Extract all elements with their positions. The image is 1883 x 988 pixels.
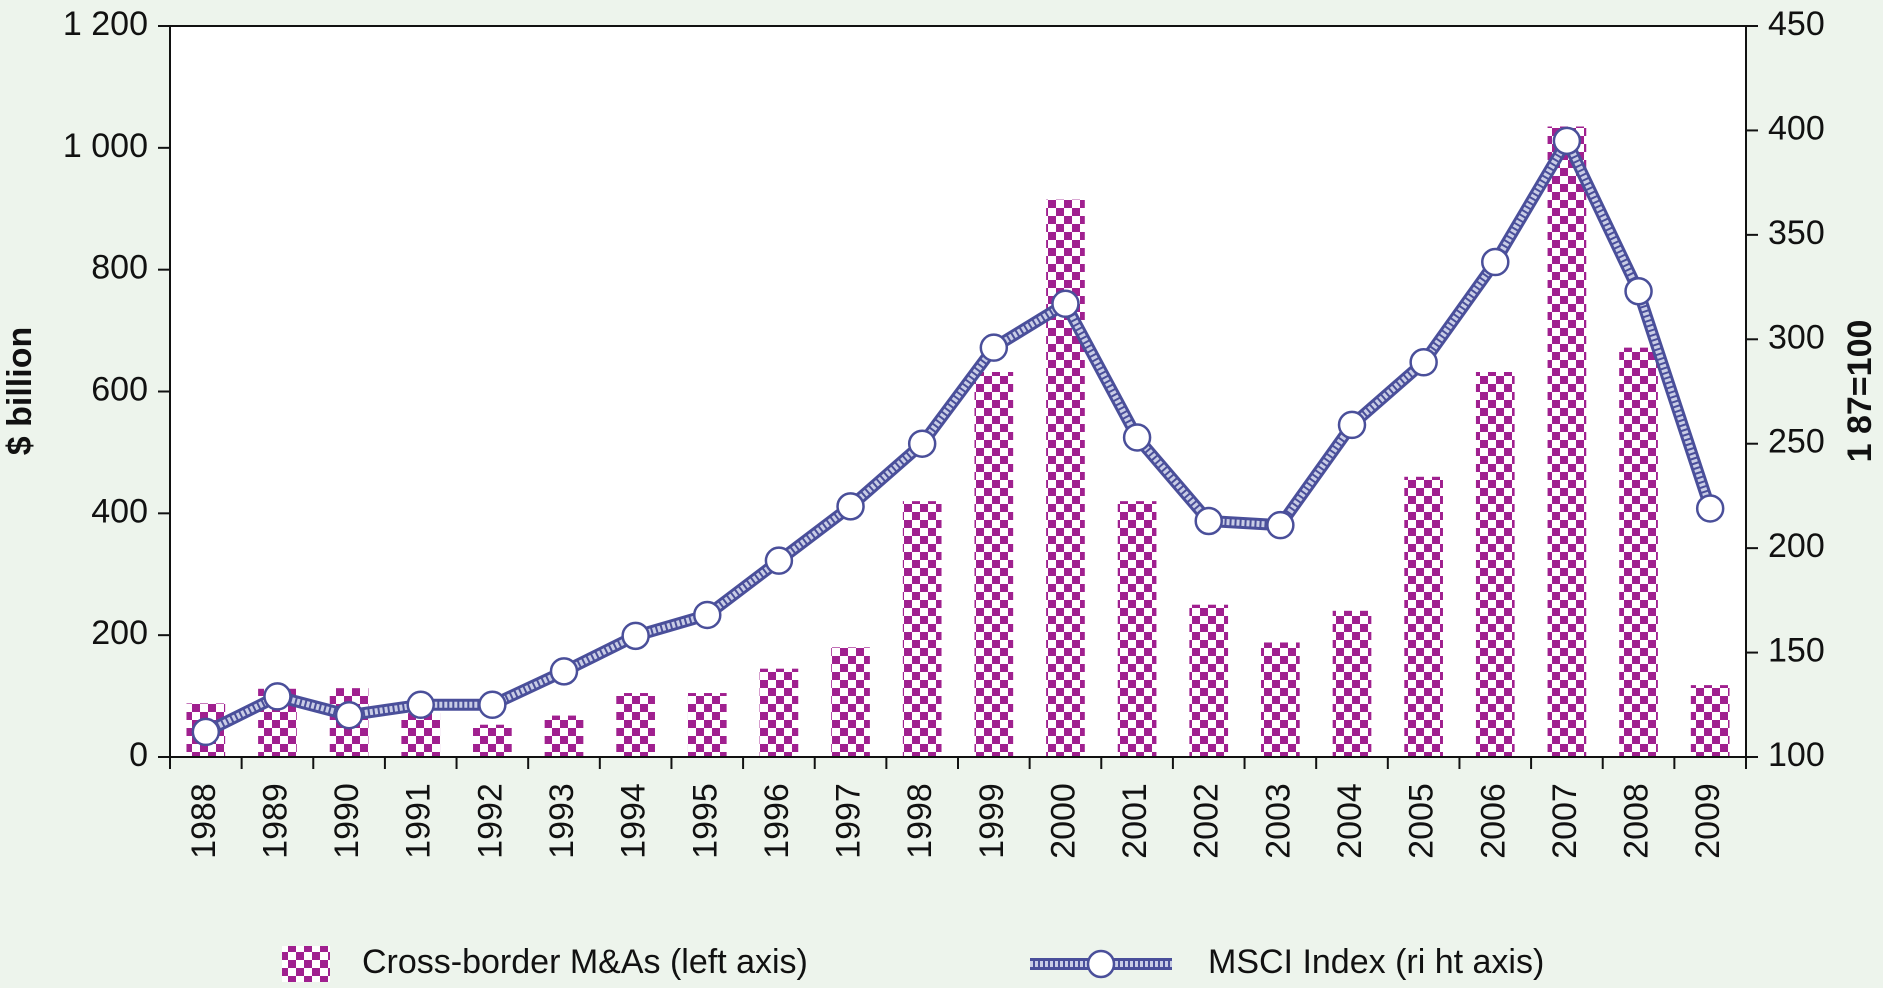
bar	[759, 668, 799, 757]
x-tick-label: 1993	[543, 783, 581, 859]
y2-tick-label: 350	[1768, 214, 1825, 252]
bar	[1475, 372, 1515, 757]
marker	[406, 690, 435, 720]
y-tick-label: 800	[91, 249, 148, 287]
marker	[478, 690, 507, 720]
x-tick-label: 1992	[471, 783, 509, 859]
marker	[621, 621, 650, 651]
bar	[1404, 476, 1443, 757]
y2-tick-label: 100	[1768, 736, 1825, 774]
y2-tick-label: 250	[1768, 423, 1825, 461]
bar	[1189, 604, 1229, 757]
x-tick-label: 2009	[1689, 783, 1727, 859]
x-tick-label: 1996	[758, 783, 796, 859]
x-tick-label: 1997	[830, 783, 868, 859]
marker	[1194, 506, 1223, 536]
x-tick-label: 2001	[1116, 783, 1154, 859]
marker	[263, 682, 292, 711]
bar	[1117, 501, 1157, 757]
x-tick-label: 2007	[1546, 783, 1584, 859]
y2-tick-label: 400	[1768, 109, 1825, 147]
marker	[1695, 494, 1725, 523]
bar	[1619, 347, 1658, 757]
legend-label: Cross-border M&As (left axis)	[362, 943, 808, 981]
bar	[902, 501, 942, 757]
x-tick-label: 1998	[901, 783, 939, 859]
bar	[616, 693, 655, 757]
bar	[544, 715, 584, 757]
x-tick-label: 1989	[256, 783, 294, 859]
y2-axis-label: 1 87=100	[1841, 320, 1879, 463]
marker	[334, 700, 364, 730]
x-tick-label: 1988	[185, 783, 223, 859]
bar	[1547, 126, 1587, 757]
y-tick-label: 400	[91, 492, 148, 530]
marker	[1409, 348, 1438, 377]
bar	[1261, 642, 1300, 757]
legend-marker	[1086, 949, 1116, 979]
y-tick-label: 1 000	[63, 127, 148, 165]
y-tick-label: 200	[91, 614, 148, 652]
marker	[1266, 510, 1295, 540]
x-tick-label: 2006	[1474, 783, 1512, 859]
marker	[907, 429, 937, 458]
marker	[549, 657, 579, 686]
marker	[979, 333, 1009, 362]
marker	[1337, 410, 1367, 440]
x-tick-label: 2003	[1259, 783, 1297, 859]
x-tick-label: 1994	[615, 783, 653, 859]
bar	[401, 713, 441, 757]
marker	[1624, 276, 1653, 306]
y-tick-label: 600	[91, 370, 148, 408]
y-tick-label: 1 200	[63, 5, 148, 43]
x-tick-label: 1999	[973, 783, 1011, 859]
y2-tick-label: 450	[1768, 5, 1825, 43]
y2-tick-label: 300	[1768, 318, 1825, 356]
bar	[473, 724, 512, 757]
marker	[764, 546, 794, 575]
legend-label: MSCI Index (ri ht axis)	[1208, 943, 1544, 981]
x-tick-label: 2004	[1331, 783, 1369, 859]
x-tick-label: 1995	[686, 783, 724, 859]
legend-swatch	[282, 946, 330, 982]
y2-tick-label: 150	[1768, 632, 1825, 670]
y2-tick-label: 200	[1768, 527, 1825, 565]
x-tick-label: 2000	[1044, 783, 1082, 859]
x-tick-label: 2002	[1188, 783, 1226, 859]
marker	[693, 600, 722, 630]
marker	[191, 717, 221, 747]
bar	[1690, 685, 1730, 757]
bar	[1046, 199, 1085, 758]
x-tick-label: 1991	[400, 783, 438, 859]
x-tick-label: 1990	[328, 783, 366, 859]
bar	[831, 647, 870, 757]
y-tick-label: 0	[129, 736, 148, 774]
x-tick-label: 2005	[1403, 783, 1441, 859]
marker	[836, 492, 865, 521]
marker	[1481, 247, 1510, 277]
y-axis-label: $ billion	[1, 327, 39, 455]
bar	[974, 372, 1014, 757]
line	[204, 137, 1714, 735]
bar	[687, 693, 727, 757]
marker	[1122, 423, 1152, 452]
x-tick-label: 2008	[1618, 783, 1656, 859]
bar	[1332, 610, 1372, 757]
marker	[1051, 289, 1080, 319]
marker	[1552, 126, 1582, 156]
